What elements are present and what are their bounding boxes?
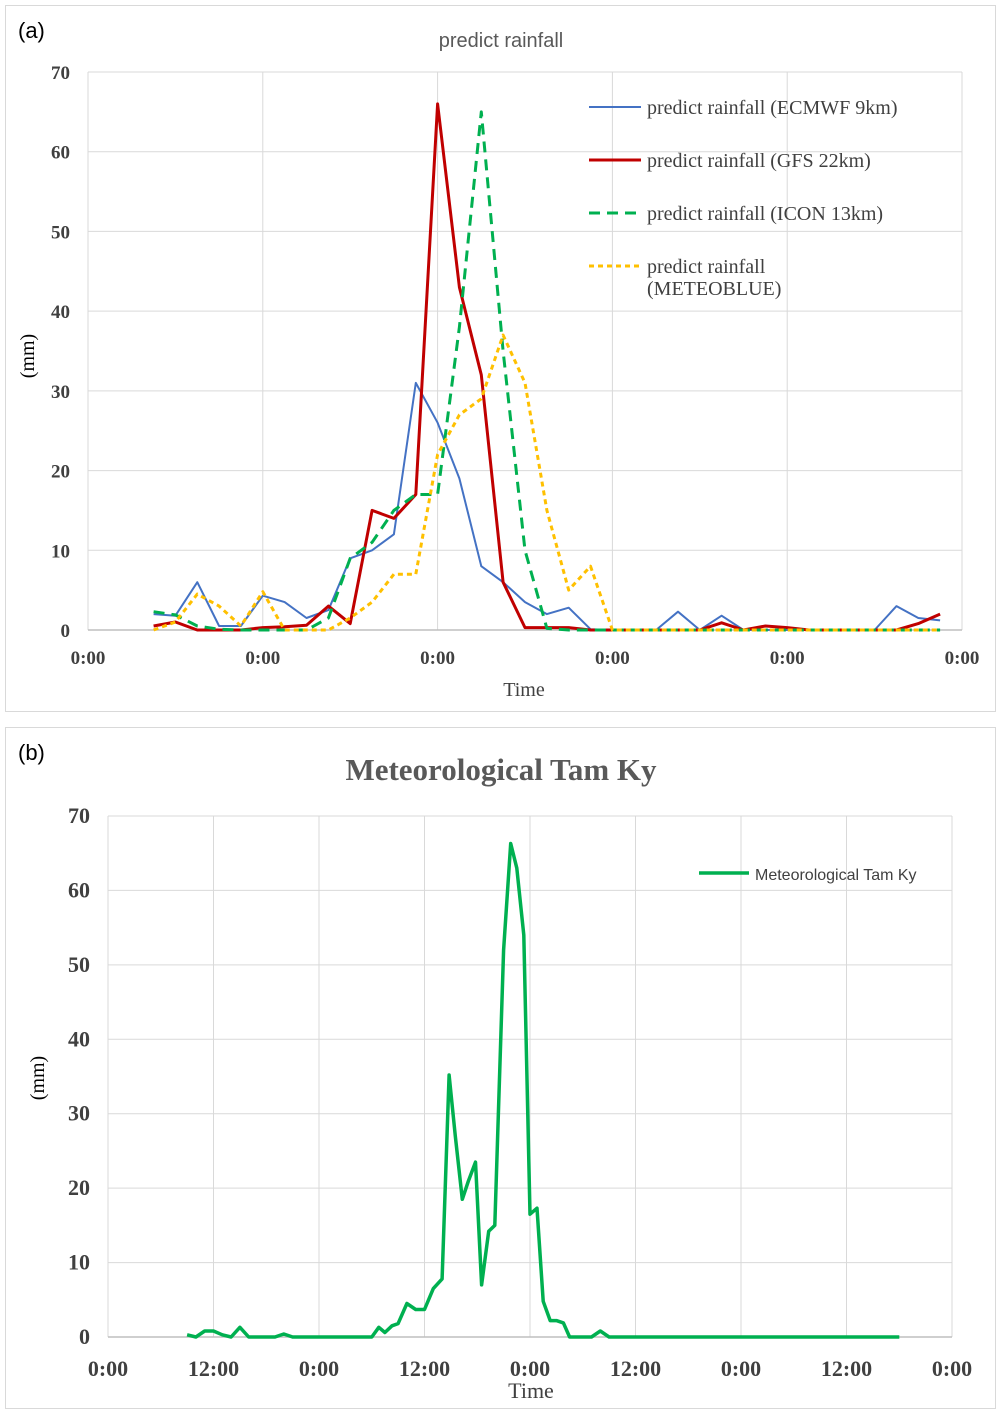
y-tick-label: 70	[51, 63, 70, 84]
y-tick-label: 60	[51, 143, 70, 164]
y-tick-label: 10	[51, 541, 70, 562]
y-tick-label: 40	[68, 1026, 90, 1051]
legend-label: Meteorological Tam Ky	[755, 867, 917, 884]
x-tick-label: 12:00	[610, 1356, 661, 1381]
y-tick-label: 10	[68, 1250, 90, 1275]
x-tick-label: 0:00	[71, 648, 106, 669]
chart-a-title: predict rainfall	[439, 30, 564, 52]
x-tick-label: 0:00	[510, 1356, 550, 1381]
y-tick-label: 50	[68, 952, 90, 977]
x-tick-label: 0:00	[770, 648, 805, 669]
chart-b-xlabel: Time	[508, 1378, 554, 1403]
series-line-2	[153, 102, 941, 632]
chart-b-svg: 0 10 20 30 40 50 60 70 0:00 12:00 0:00 12:00 0:00 12:…	[27, 752, 972, 1403]
legend-label: predict rainfall (ICON 13km)	[647, 203, 883, 225]
chart-b-title: Meteorological Tam Ky	[345, 752, 657, 787]
legend-label: predict rainfall (METEOBLUE)	[647, 256, 781, 300]
series-line-1	[153, 381, 941, 631]
y-tick-label: 20	[51, 462, 70, 483]
panel-label-b: (b)	[18, 740, 45, 765]
y-tick-label: 50	[51, 222, 70, 243]
x-tick-label: 0:00	[721, 1356, 761, 1381]
x-tick-label: 0:00	[88, 1356, 128, 1381]
x-tick-label: 12:00	[821, 1356, 872, 1381]
y-tick-label: 30	[68, 1101, 90, 1126]
chart-a-legend: predict rainfall (ECMWF 9km) predict rain…	[589, 97, 898, 300]
y-tick-label: 0	[61, 621, 71, 642]
legend-label: predict rainfall (ECMWF 9km)	[647, 97, 898, 119]
x-tick-label: 12:00	[188, 1356, 239, 1381]
y-tick-label: 20	[68, 1175, 90, 1200]
x-tick-label: 0:00	[420, 648, 455, 669]
chart-a-xlabel: Time	[503, 679, 545, 701]
x-tick-label: 0:00	[595, 648, 630, 669]
y-tick-label: 70	[68, 803, 90, 828]
series-line-3	[153, 110, 941, 632]
series-line-4	[153, 333, 941, 632]
x-tick-label: 0:00	[945, 648, 980, 669]
y-tick-label: 60	[68, 877, 90, 902]
y-tick-label: 30	[51, 382, 70, 403]
x-tick-label: 12:00	[399, 1356, 450, 1381]
y-tick-label: 40	[51, 302, 70, 323]
x-tick-label: 0:00	[245, 648, 280, 669]
chart-b-legend: Meteorological Tam Ky	[699, 867, 917, 884]
chart-panel-b: (b) 0 10 20 30 40 50 60 70 0:00 12:00 0:00 12:00 0:0…	[5, 727, 996, 1409]
chart-panel-a: (a) 0 10 20 30 40 50 60 70 0:00 0:00 0:00 0:00 0:00 0…	[5, 5, 996, 712]
panel-label-a: (a)	[18, 18, 45, 43]
series-line-1	[186, 841, 900, 1339]
x-tick-label: 0:00	[932, 1356, 972, 1381]
chart-a-ylabel: (mm)	[17, 334, 39, 378]
chart-b-ylabel: (mm)	[27, 1056, 49, 1100]
x-tick-label: 0:00	[299, 1356, 339, 1381]
legend-label: predict rainfall (GFS 22km)	[647, 150, 871, 172]
y-tick-label: 0	[79, 1324, 90, 1349]
